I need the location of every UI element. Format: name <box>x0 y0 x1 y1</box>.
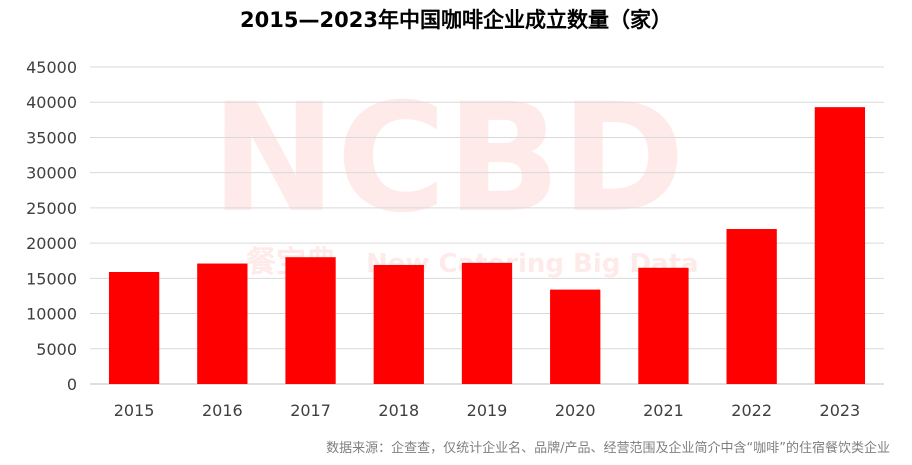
y-tick-label: 10000 <box>26 305 77 324</box>
bar-2016 <box>197 263 248 384</box>
bar-2020 <box>550 289 601 384</box>
x-tick-label: 2015 <box>114 401 155 420</box>
y-tick-label: 5000 <box>36 340 77 359</box>
x-tick-label: 2023 <box>820 401 861 420</box>
x-tick-label: 2020 <box>555 401 596 420</box>
x-tick-label: 2018 <box>378 401 419 420</box>
bar-2015 <box>108 271 160 384</box>
source-note: 数据来源：企查查，仅统计企业名、品牌/产品、经营范围及企业简介中含“咖啡”的住宿… <box>326 441 890 456</box>
x-axis-tick-labels: 2015 2016 2017 2018 2019 2020 2021 2022 2023 <box>114 401 860 420</box>
y-tick-label: 25000 <box>26 199 77 218</box>
y-tick-label: 45000 <box>26 58 77 77</box>
x-tick-label: 2022 <box>731 401 772 420</box>
y-tick-label: 35000 <box>26 128 77 147</box>
bar-2023 <box>814 107 866 385</box>
y-tick-label: 15000 <box>26 269 77 288</box>
y-tick-label: 0 <box>67 375 77 394</box>
x-tick-label: 2021 <box>643 401 684 420</box>
y-axis-tick-labels: 0 5000 10000 15000 20000 25000 30000 35000 40000… <box>26 58 77 394</box>
y-tick-label: 40000 <box>26 93 77 112</box>
watermark-logo-text: NCBD <box>211 72 685 246</box>
x-tick-label: 2019 <box>467 401 508 420</box>
chart-title: 2015—2023年中国咖啡企业成立数量（家） <box>240 8 672 32</box>
bar-2021 <box>638 267 689 384</box>
x-tick-label: 2017 <box>290 401 331 420</box>
x-tick-label: 2016 <box>202 401 243 420</box>
y-tick-label: 20000 <box>26 234 77 253</box>
bar-2017 <box>285 257 336 384</box>
bar-2019 <box>461 262 513 384</box>
watermark-logo: NCBD餐宝典New Catering Big Data <box>211 72 699 280</box>
y-tick-label: 30000 <box>26 164 77 183</box>
bars <box>108 107 866 385</box>
bar-2018 <box>373 264 424 384</box>
bar-2022 <box>726 229 777 384</box>
